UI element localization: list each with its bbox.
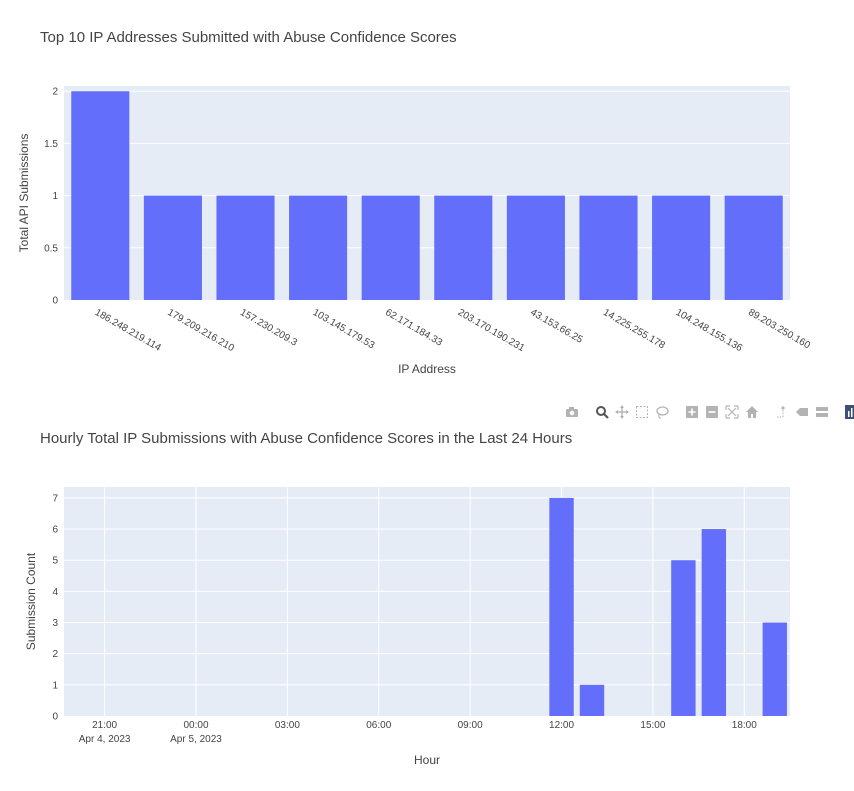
- zoom-button[interactable]: [594, 404, 610, 420]
- y-tick-label: 0: [52, 296, 58, 307]
- plot-area: [64, 487, 790, 716]
- zoom-in-icon: [686, 406, 698, 418]
- zoom-out-icon: [706, 406, 718, 418]
- bar: [361, 195, 420, 300]
- y-tick-label: 2: [52, 649, 58, 660]
- x-tick-label: 21:00: [92, 720, 117, 731]
- bar: [762, 622, 787, 716]
- chart-2-svg[interactable]: 0 1 2 3 4 5 6 7 21:00 Apr 4, 2023 00:00 Apr 5, 2023…: [0, 400, 854, 791]
- bar: [289, 195, 348, 300]
- x-tick-label: 00:00: [183, 720, 208, 731]
- y-tick-label: 6: [52, 525, 58, 536]
- spike-lines-button[interactable]: [774, 404, 790, 420]
- bar: [506, 195, 565, 300]
- x-tick-label: 18:00: [732, 720, 757, 731]
- y-tick-label: 3: [52, 618, 58, 629]
- chart-1-title: Top 10 IP Addresses Submitted with Abuse…: [40, 29, 457, 46]
- y-tick-label: 7: [52, 493, 58, 504]
- bar: [701, 529, 727, 716]
- camera-button[interactable]: [564, 404, 580, 420]
- y-axis-title: Submission Count: [24, 552, 38, 650]
- y-tick-label: 4: [52, 587, 58, 598]
- x-tick-date-label: Apr 5, 2023: [170, 734, 222, 745]
- x-tick-label: 89.203.250.160: [746, 307, 812, 352]
- lasso-select-button[interactable]: [654, 404, 670, 420]
- y-axis-title: Total API Submissions: [17, 134, 31, 253]
- zoom-out-button[interactable]: [704, 404, 720, 420]
- zoom-in-button[interactable]: [684, 404, 700, 420]
- hover-compare-button[interactable]: [814, 404, 830, 420]
- pan-button[interactable]: [614, 404, 630, 420]
- x-tick-label: 03:00: [275, 720, 300, 731]
- bar: [143, 195, 202, 300]
- home-button[interactable]: [744, 404, 760, 420]
- hover-closest-button[interactable]: [794, 404, 810, 420]
- x-tick-label: 12:00: [549, 720, 574, 731]
- box-select-button[interactable]: [634, 404, 650, 420]
- plotly-logo-icon: [845, 405, 854, 419]
- x-tick-date-label: Apr 4, 2023: [79, 734, 131, 745]
- y-tick-label: 1.5: [44, 139, 58, 150]
- y-tick-label: 0.5: [44, 243, 58, 254]
- y-tick-label: 1: [52, 680, 58, 691]
- home-icon: [746, 406, 758, 418]
- bar: [579, 684, 605, 716]
- x-tick-label: 15:00: [640, 720, 665, 731]
- x-tick-label: 62.171.184.33: [383, 307, 444, 349]
- bar: [652, 195, 711, 300]
- chart-2-title: Hourly Total IP Submissions with Abuse C…: [40, 430, 573, 447]
- autoscale-icon: [725, 405, 739, 419]
- y-tick-label: 2: [52, 87, 58, 98]
- pan-icon: [615, 405, 629, 419]
- y-tick-label: 0: [52, 712, 58, 723]
- plotly-logo-button[interactable]: [844, 404, 854, 420]
- camera-icon: [566, 407, 578, 417]
- x-tick-label: 203.170.190.231: [456, 307, 527, 354]
- x-tick-label: 14.225.255.178: [601, 307, 667, 352]
- modebar: [564, 404, 854, 420]
- bar: [549, 497, 574, 716]
- bar: [71, 91, 130, 300]
- box-select-icon: [636, 406, 648, 418]
- lasso-select-icon: [656, 406, 669, 419]
- x-tick-label: 157.230.209.3: [238, 307, 299, 349]
- bar: [724, 195, 783, 300]
- bar: [216, 195, 275, 300]
- x-tick-label: 104.248.155.136: [674, 307, 745, 354]
- bar: [579, 195, 638, 300]
- x-tick-label: 103.145.179.53: [311, 307, 377, 352]
- bar: [434, 195, 493, 300]
- y-tick-label: 1: [52, 191, 58, 202]
- hover-compare-icon: [816, 407, 828, 417]
- x-tick-label: 186.248.219.114: [93, 307, 163, 354]
- x-tick-label: 09:00: [458, 720, 483, 731]
- zoom-icon: [596, 406, 609, 419]
- spike-lines-icon: [777, 406, 785, 418]
- autoscale-button[interactable]: [724, 404, 740, 420]
- x-axis-title: IP Address: [398, 362, 456, 376]
- y-tick-label: 5: [52, 556, 58, 567]
- x-tick-label: 43.153.66.25: [528, 307, 584, 346]
- bar: [671, 560, 696, 716]
- x-axis-title: Hour: [414, 753, 440, 767]
- hover-closest-icon: [796, 408, 808, 416]
- x-tick-label: 06:00: [366, 720, 391, 731]
- x-tick-label: 179.209.216.210: [165, 307, 236, 354]
